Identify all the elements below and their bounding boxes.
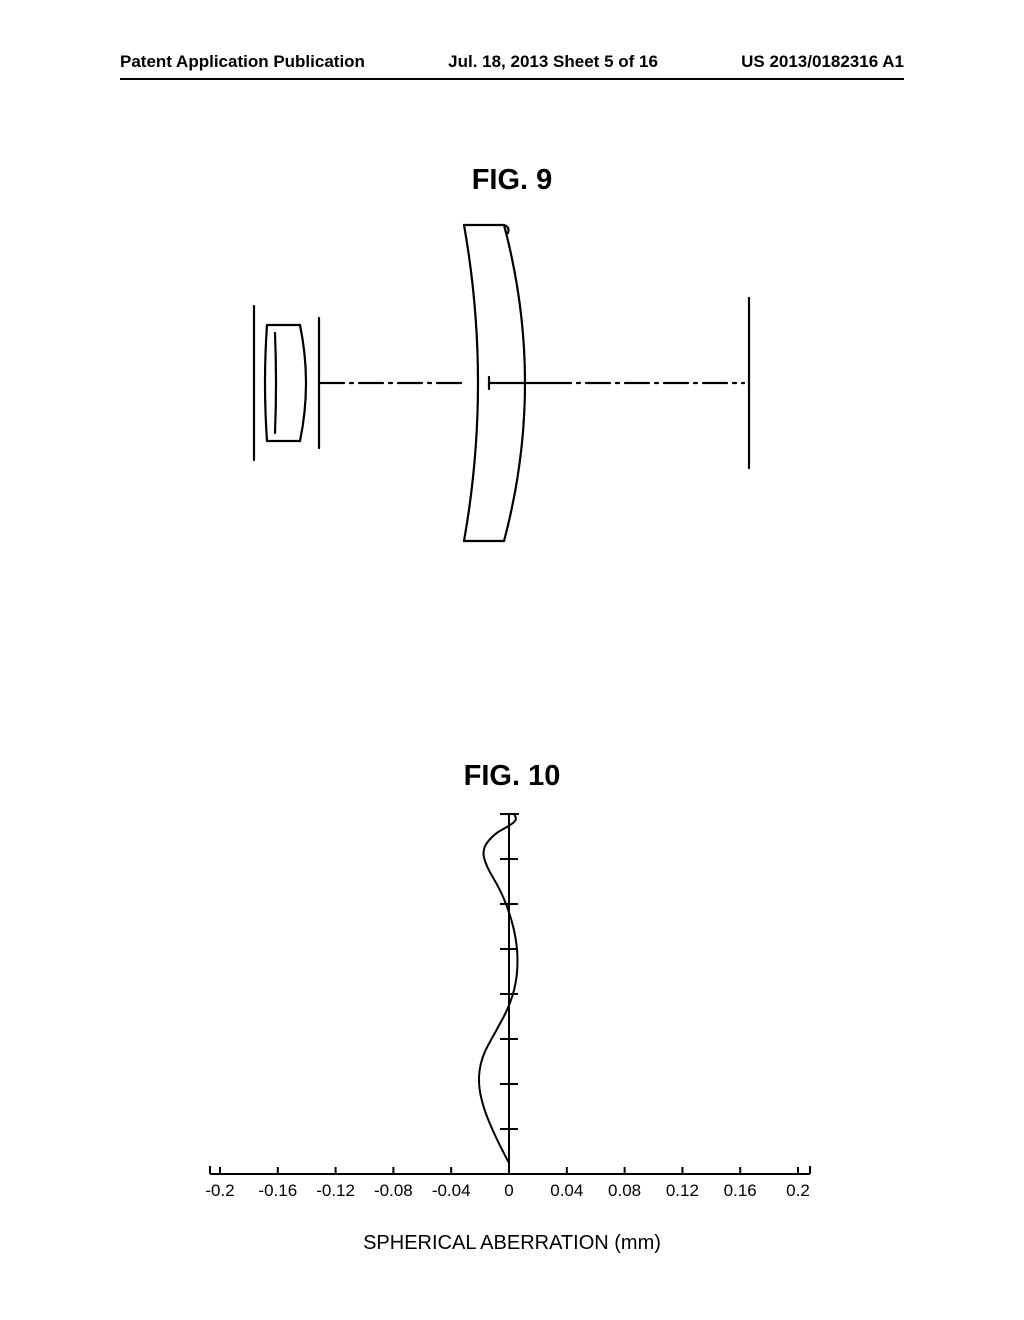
- svg-text:0.16: 0.16: [724, 1181, 757, 1200]
- header-rule: [120, 78, 904, 80]
- svg-text:-0.12: -0.12: [316, 1181, 355, 1200]
- svg-text:-0.04: -0.04: [432, 1181, 471, 1200]
- fig9-label: FIG. 9: [0, 164, 1024, 197]
- fig10-label: FIG. 10: [0, 760, 1024, 793]
- header-left: Patent Application Publication: [120, 52, 365, 72]
- header-right: US 2013/0182316 A1: [741, 52, 904, 72]
- fig9-diagram: [244, 208, 784, 558]
- header-center: Jul. 18, 2013 Sheet 5 of 16: [448, 52, 658, 72]
- svg-text:0.04: 0.04: [550, 1181, 583, 1200]
- page-header: Patent Application Publication Jul. 18, …: [0, 52, 1024, 72]
- svg-text:-0.08: -0.08: [374, 1181, 413, 1200]
- fig10-chart: -0.2 -0.16 -0.12 -0.08 -0.04 0 0.04 0.08 0.12 0.1…: [200, 806, 820, 1216]
- svg-text:-0.2: -0.2: [205, 1181, 234, 1200]
- fig10-axis-title: SPHERICAL ABERRATION (mm): [0, 1232, 1024, 1255]
- svg-text:-0.16: -0.16: [258, 1181, 297, 1200]
- svg-text:0.12: 0.12: [666, 1181, 699, 1200]
- svg-text:0: 0: [504, 1181, 513, 1200]
- svg-text:0.08: 0.08: [608, 1181, 641, 1200]
- svg-text:0.2: 0.2: [786, 1181, 810, 1200]
